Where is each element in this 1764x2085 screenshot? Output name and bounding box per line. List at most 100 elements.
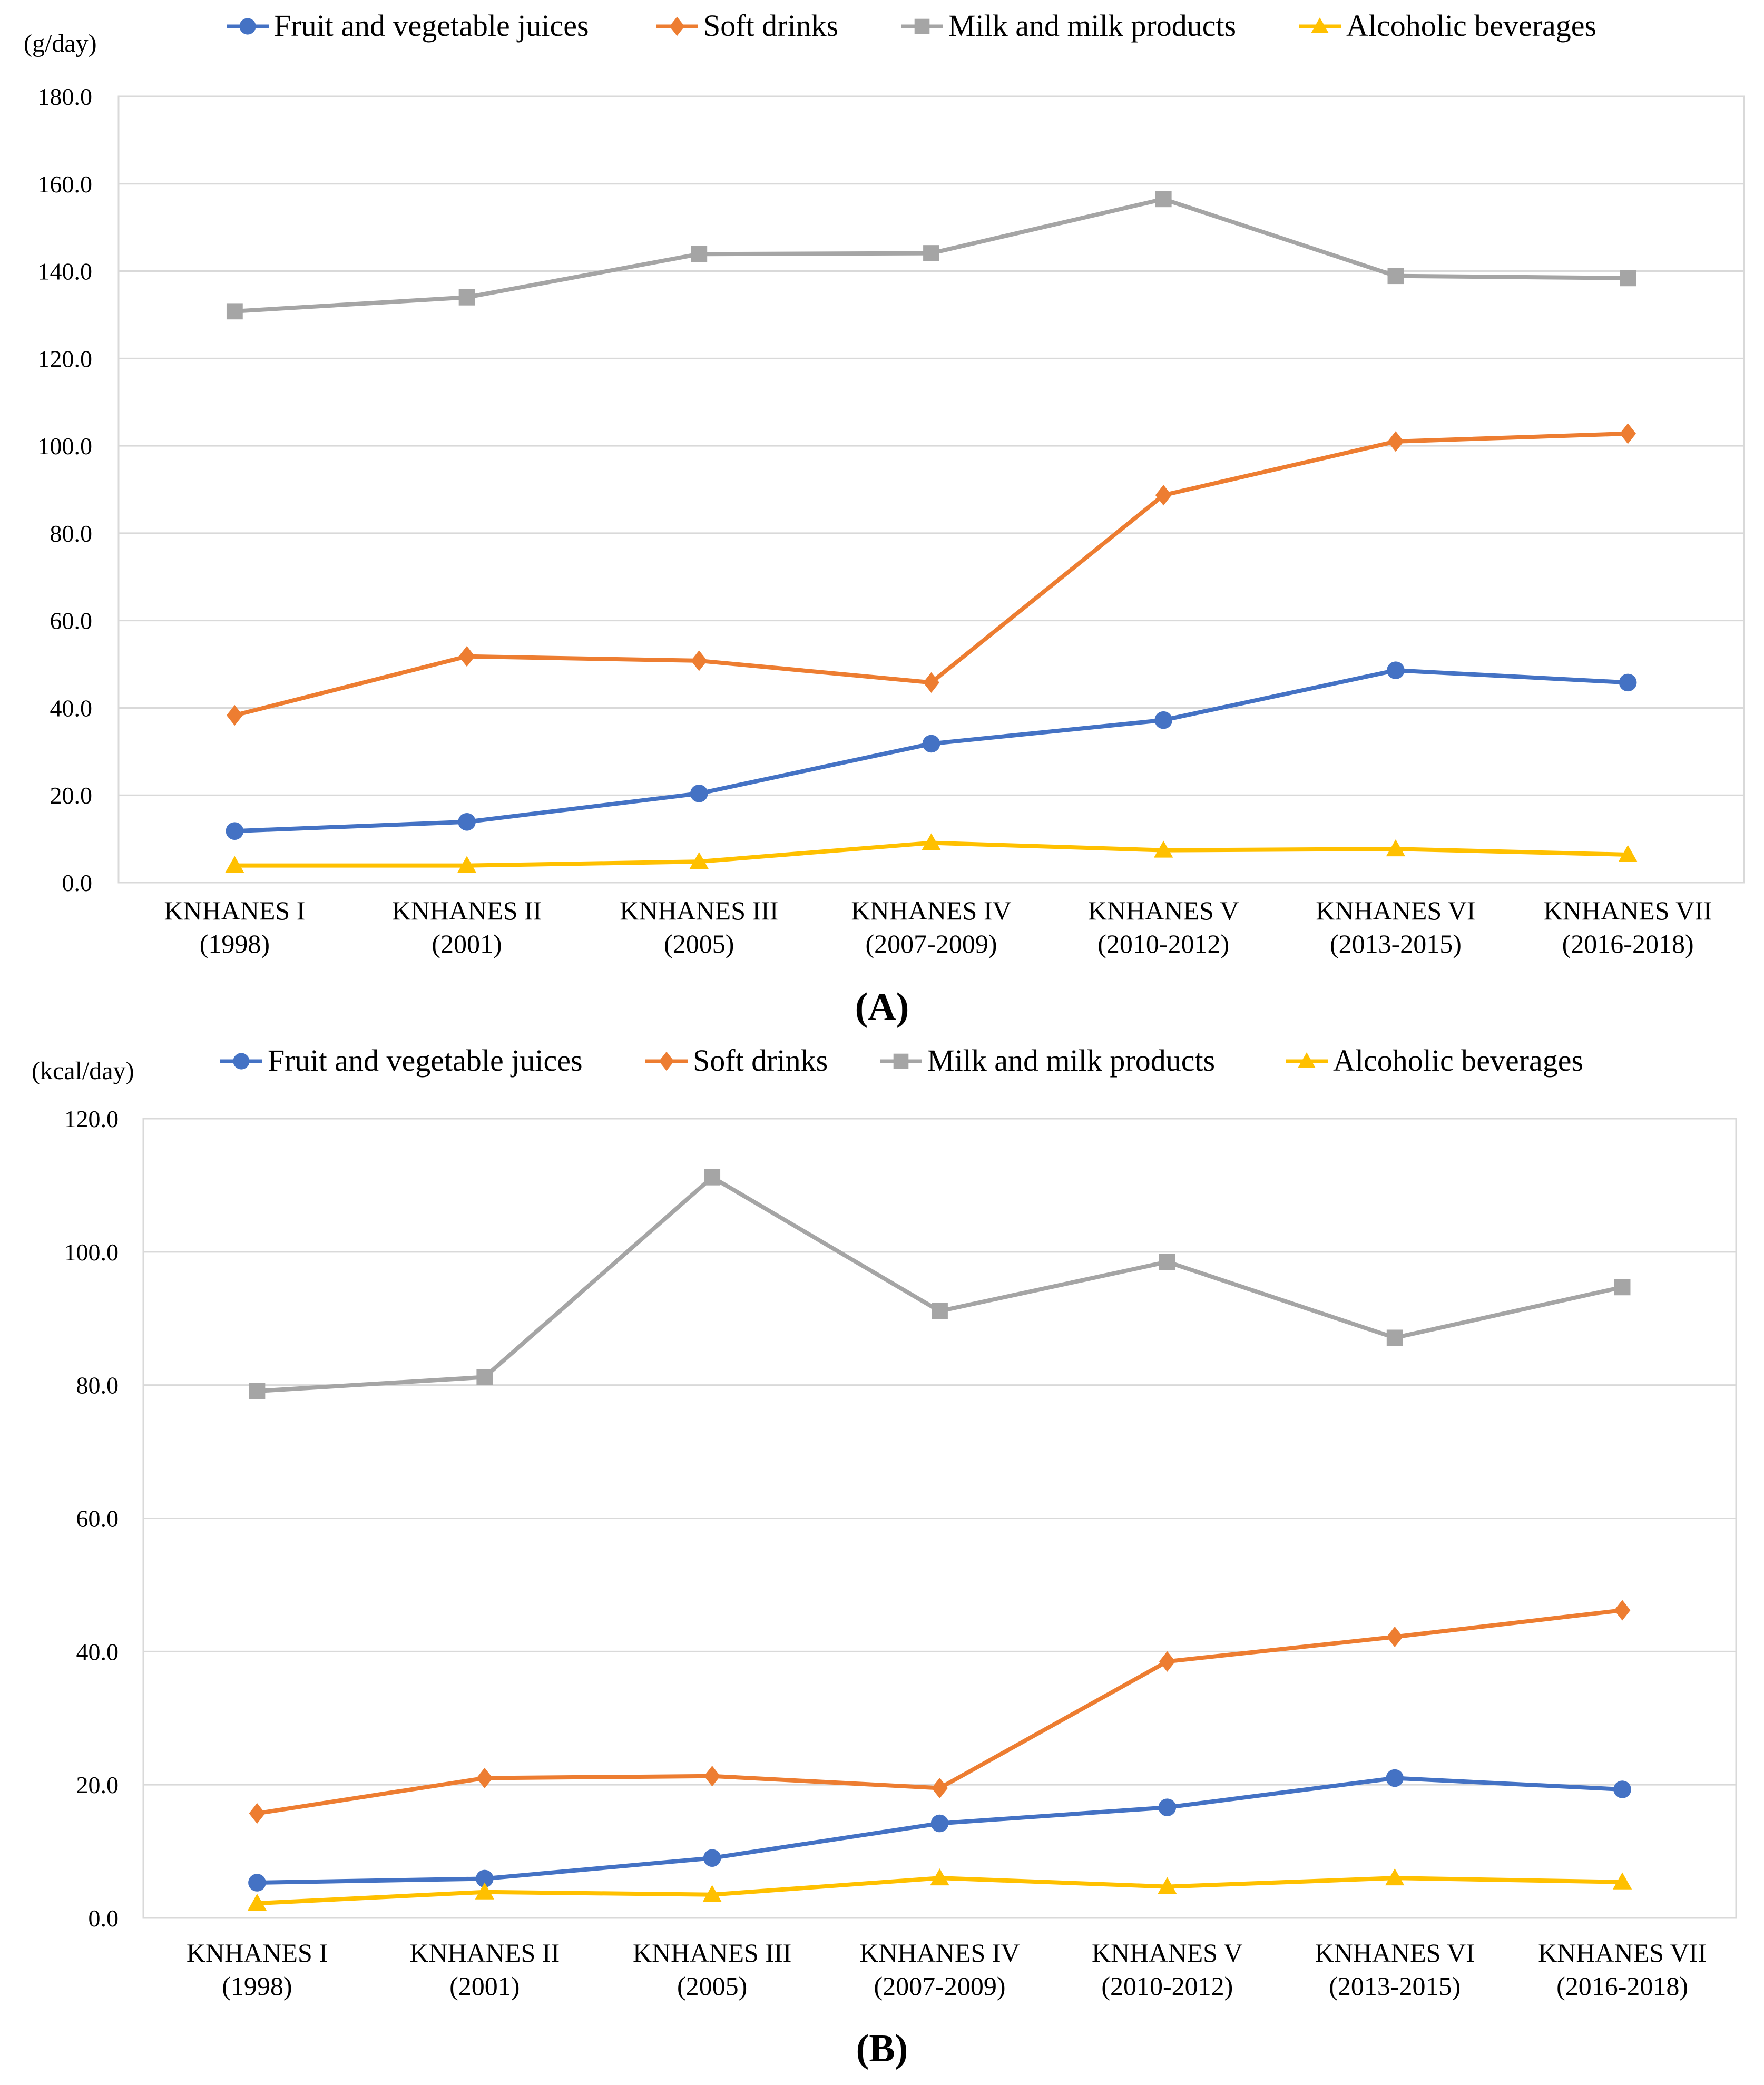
legend-marker-milk-and-milk-products [914, 18, 930, 34]
x-tick-sublabel: (2001) [432, 929, 502, 958]
y-tick-label: 100.0 [38, 433, 93, 459]
data-point-milk-and-milk-products [1614, 1279, 1631, 1296]
data-point-milk-and-milk-products [476, 1369, 493, 1385]
data-point-alcoholic-beverages [922, 833, 941, 850]
data-point-fruit-and-vegetable-juices [703, 1849, 721, 1867]
data-point-alcoholic-beverages [1158, 1877, 1177, 1894]
data-point-fruit-and-vegetable-juices [475, 1869, 494, 1888]
legend-marker-soft-drinks [669, 16, 685, 36]
x-tick-sublabel: (2005) [664, 929, 734, 958]
x-tick-label: KNHANES VI [1316, 896, 1475, 925]
legend-marker-soft-drinks [659, 1051, 674, 1071]
x-tick-label: KNHANES I [187, 1938, 328, 1967]
data-point-milk-and-milk-products [1387, 268, 1404, 285]
data-point-alcoholic-beverages [247, 1893, 267, 1911]
x-tick-sublabel: (2007-2009) [874, 1971, 1006, 2001]
data-point-fruit-and-vegetable-juices [1154, 711, 1173, 729]
legend-marker-fruit-and-vegetable-juices [233, 1053, 250, 1070]
x-tick-sublabel: (2001) [449, 1971, 520, 2001]
data-point-soft-drinks [704, 1766, 721, 1787]
y-tick-label: 40.0 [76, 1638, 119, 1665]
x-tick-sublabel: (2010-2012) [1101, 1971, 1233, 2001]
data-point-fruit-and-vegetable-juices [690, 785, 708, 802]
data-point-fruit-and-vegetable-juices [930, 1814, 949, 1833]
data-point-alcoholic-beverages [475, 1882, 494, 1900]
y-tick-label: 60.0 [76, 1505, 119, 1532]
data-point-soft-drinks [249, 1803, 266, 1824]
chart-panel-a: 0.0 20.0 40.0 60.0 80.0 100.0 120.0 140.0 160.0 1… [24, 8, 1745, 1029]
x-tick-label: KNHANES IV [851, 896, 1011, 925]
y-tick-label: 0.0 [89, 1905, 119, 1932]
data-point-fruit-and-vegetable-juices [1613, 1780, 1631, 1798]
y-tick-label: 80.0 [50, 520, 93, 547]
plot-area-frame [117, 95, 1745, 884]
y-tick-label: 140.0 [38, 258, 93, 285]
legend-label-milk-and-milk-products: Milk and milk products [948, 8, 1236, 43]
x-tick-label: KNHANES III [633, 1938, 791, 1967]
data-point-soft-drinks [1155, 485, 1172, 506]
x-tick-sublabel: (2016-2018) [1562, 929, 1694, 958]
data-point-alcoholic-beverages [1154, 840, 1173, 858]
data-point-alcoholic-beverages [1612, 1872, 1632, 1890]
panel-label: (A) [855, 985, 909, 1029]
data-point-fruit-and-vegetable-juices [226, 822, 244, 840]
data-point-soft-drinks [226, 704, 243, 726]
x-tick-label: KNHANES VII [1538, 1938, 1707, 1967]
data-point-milk-and-milk-products [1386, 1329, 1403, 1346]
y-tick-label: 0.0 [62, 869, 93, 896]
x-tick-label: KNHANES I [164, 896, 305, 925]
data-point-fruit-and-vegetable-juices [922, 735, 940, 753]
y-tick-label: 80.0 [76, 1372, 119, 1399]
y-tick-label: 160.0 [38, 171, 93, 198]
data-point-milk-and-milk-products [704, 1169, 721, 1186]
y-tick-label: 20.0 [76, 1771, 119, 1798]
legend-label-alcoholic-beverages: Alcoholic beverages [1346, 8, 1596, 43]
data-point-alcoholic-beverages [1386, 839, 1406, 857]
data-point-milk-and-milk-products [923, 245, 939, 261]
data-point-fruit-and-vegetable-juices [458, 813, 476, 831]
data-point-milk-and-milk-products [1155, 191, 1172, 208]
data-point-fruit-and-vegetable-juices [1386, 1769, 1404, 1787]
data-point-milk-and-milk-products [1159, 1254, 1175, 1270]
legend-marker-fruit-and-vegetable-juices [239, 18, 256, 35]
legend-marker-alcoholic-beverages [1311, 17, 1329, 33]
x-tick-label: KNHANES V [1088, 896, 1239, 925]
legend-label-soft-drinks: Soft drinks [703, 8, 838, 43]
legend-label-fruit-and-vegetable-juices: Fruit and vegetable juices [274, 8, 589, 43]
data-point-fruit-and-vegetable-juices [248, 1874, 266, 1892]
data-point-soft-drinks [1614, 1600, 1631, 1621]
x-tick-label: KNHANES II [392, 896, 542, 925]
data-point-alcoholic-beverages [702, 1885, 722, 1902]
data-point-soft-drinks [476, 1767, 493, 1789]
data-point-milk-and-milk-products [458, 289, 475, 306]
data-point-fruit-and-vegetable-juices [1158, 1798, 1177, 1816]
y-tick-label: 20.0 [50, 782, 93, 809]
x-tick-sublabel: (1998) [222, 1971, 292, 2001]
legend-label-milk-and-milk-products: Milk and milk products [927, 1043, 1215, 1078]
x-tick-label: KNHANES V [1092, 1938, 1243, 1967]
x-tick-sublabel: (2013-2015) [1330, 929, 1462, 958]
y-axis-unit-label: (g/day) [24, 30, 97, 57]
data-point-soft-drinks [932, 1777, 948, 1799]
data-point-alcoholic-beverages [225, 856, 244, 873]
legend-marker-milk-and-milk-products [893, 1053, 909, 1069]
x-tick-sublabel: (2010-2012) [1097, 929, 1229, 958]
data-point-fruit-and-vegetable-juices [1619, 673, 1637, 692]
y-tick-label: 100.0 [64, 1239, 119, 1266]
legend-label-fruit-and-vegetable-juices: Fruit and vegetable juices [268, 1043, 583, 1078]
data-point-alcoholic-beverages [689, 852, 709, 869]
legend-label-soft-drinks: Soft drinks [693, 1043, 828, 1078]
data-point-milk-and-milk-products [249, 1383, 266, 1399]
data-point-alcoholic-beverages [457, 856, 477, 873]
data-point-fruit-and-vegetable-juices [1387, 661, 1405, 679]
series-line-milk-and-milk-products [257, 1175, 1623, 1394]
x-tick-sublabel: (2005) [677, 1971, 747, 2001]
chart-panel-b: 0.0 20.0 40.0 60.0 80.0 100.0 120.0 KNHANES I (1… [32, 1043, 1737, 2070]
x-tick-sublabel: (2007-2009) [866, 929, 997, 958]
x-tick-label: KNHANES III [620, 896, 778, 925]
data-point-milk-and-milk-products [691, 246, 708, 262]
data-point-soft-drinks [1387, 431, 1404, 452]
x-tick-label: KNHANES VI [1315, 1938, 1475, 1967]
data-point-soft-drinks [1386, 1626, 1403, 1648]
